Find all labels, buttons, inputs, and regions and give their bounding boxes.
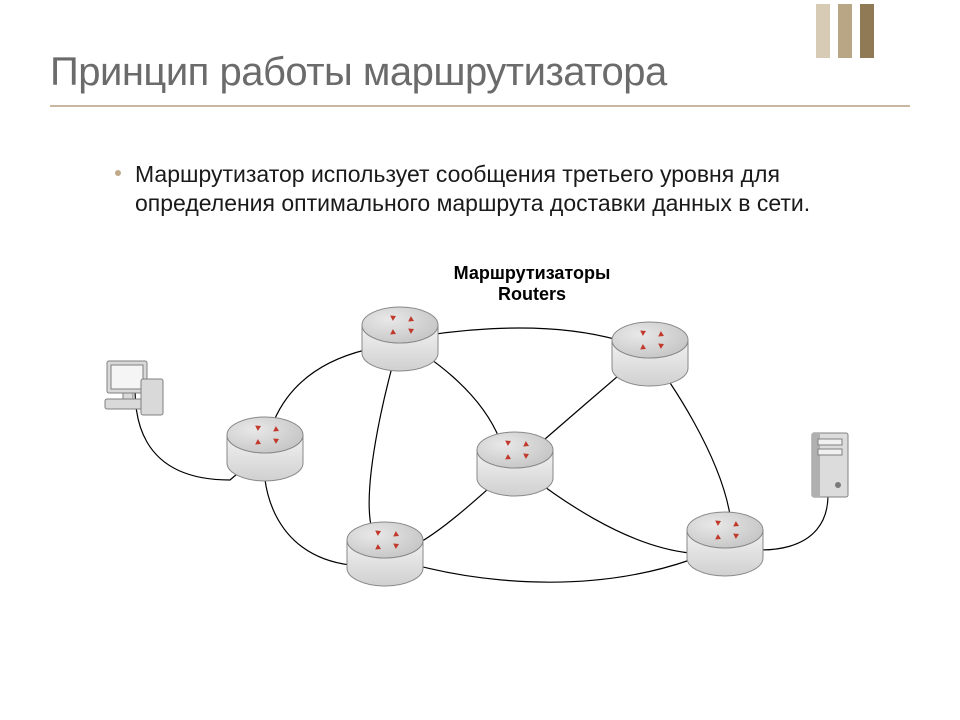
- router-r5-icon: [347, 522, 423, 586]
- bullet-dot-icon: [115, 170, 121, 176]
- router-r4-icon: [612, 322, 688, 386]
- network-diagram: Маршрутизаторы Routers: [60, 255, 900, 635]
- body-bullet: Маршрутизатор использует сообщения треть…: [115, 160, 880, 218]
- server-srv-icon: [812, 433, 848, 497]
- router-r3-icon: [477, 432, 553, 496]
- page-title: Принцип работы маршрутизатора: [50, 50, 910, 95]
- router-r6-icon: [687, 512, 763, 576]
- router-r2-icon: [362, 307, 438, 371]
- title-rule: [50, 105, 910, 107]
- router-r1-icon: [227, 417, 303, 481]
- body-bullet-text: Маршрутизатор использует сообщения треть…: [135, 160, 880, 218]
- computer-pc-icon: [105, 361, 163, 415]
